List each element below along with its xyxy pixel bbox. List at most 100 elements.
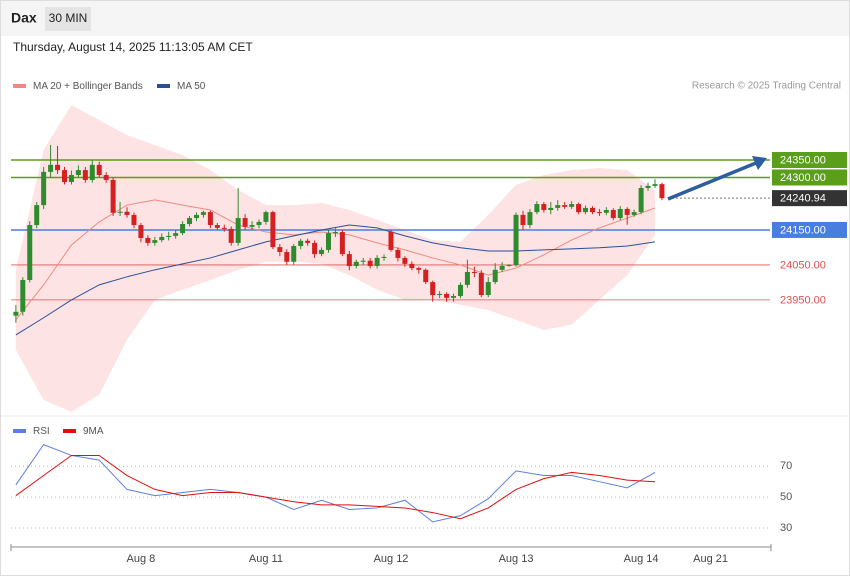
candle-body <box>68 175 74 183</box>
price-panel: 24350.00 24300.00 24240.94 24150.00 24050.00… <box>11 81 847 412</box>
candle-body <box>402 257 408 264</box>
legend-swatch <box>63 429 76 433</box>
candle-body <box>173 233 179 236</box>
candle-body <box>187 218 193 225</box>
candle-body <box>131 214 137 226</box>
candle-body <box>562 205 568 207</box>
candle-body <box>360 260 366 262</box>
interval[interactable]: 30 MIN <box>49 11 88 25</box>
candle-body <box>117 211 123 213</box>
candle-body <box>492 269 498 283</box>
level-label-box <box>772 151 847 168</box>
candle-body <box>485 282 491 296</box>
candle-body <box>513 214 519 265</box>
candle-body <box>541 204 547 211</box>
candle-body <box>55 164 61 171</box>
candle-body <box>444 293 450 298</box>
candle-body <box>48 164 54 172</box>
candle-body <box>346 254 352 266</box>
x-tick-label: Aug 12 <box>374 553 409 565</box>
candle-body <box>339 232 345 255</box>
level-label-box <box>772 190 847 207</box>
level-label-box <box>772 169 847 186</box>
legend-label: 9MA <box>83 426 104 437</box>
candle-body <box>430 282 436 296</box>
rsi-line <box>15 454 656 520</box>
candle-body <box>166 235 172 237</box>
candle-body <box>610 210 616 219</box>
date: Thursday, August 14, 2025 11:13:05 AM CE… <box>13 40 253 54</box>
legend-swatch <box>157 84 170 88</box>
candle-body <box>138 225 144 238</box>
candle-body <box>499 265 505 270</box>
candle-body <box>13 311 19 316</box>
rsi-panel: 30 50 70 RSI 9MA Aug 8 Aug 11 Aug 12 Aug 13 Aug 1… <box>10 426 792 565</box>
header-bar <box>1 1 849 36</box>
y-tick-label: 70 <box>780 460 792 472</box>
level-label: 24300.00 <box>780 172 826 184</box>
candle-body <box>221 227 227 229</box>
candle-body <box>388 231 394 250</box>
interval-box[interactable] <box>45 7 91 31</box>
candle-body <box>583 207 589 213</box>
candle-body <box>41 171 47 206</box>
x-tick-label: Aug 14 <box>624 553 659 565</box>
level-label: 23950.00 <box>780 294 826 306</box>
level-label: 24350.00 <box>780 154 826 166</box>
candle-body <box>617 208 623 219</box>
candle-body <box>207 212 213 226</box>
candle-body <box>89 164 95 180</box>
legend-label: MA 50 <box>177 81 206 92</box>
candle-body <box>534 204 540 213</box>
candle-body <box>589 207 595 213</box>
candle-body <box>353 261 359 266</box>
candle-body <box>263 212 269 222</box>
legend-label: RSI <box>33 426 50 437</box>
candle-body <box>152 240 158 243</box>
candle-body <box>214 225 220 228</box>
candle-body <box>576 204 582 213</box>
candle-body <box>555 205 561 208</box>
legend-swatch <box>13 429 26 433</box>
candle-body <box>298 240 304 247</box>
candle-body <box>110 179 116 213</box>
candle-body <box>471 271 477 273</box>
credit: Research © 2025 Trading Central <box>692 81 841 92</box>
candle-body <box>82 170 88 180</box>
candle-body <box>27 225 33 280</box>
candle-body <box>249 225 255 227</box>
candle-body <box>180 224 186 234</box>
forecast-arrowhead <box>752 156 767 170</box>
candle-body <box>319 249 325 255</box>
y-tick-label: 50 <box>780 491 792 503</box>
candle-body <box>624 208 630 215</box>
candle-body <box>291 246 297 262</box>
candle-body <box>437 293 443 296</box>
x-tick-label: Aug 21 <box>693 553 728 565</box>
x-tick-label: Aug 13 <box>499 553 534 565</box>
candle-body <box>645 185 651 188</box>
candle-body <box>464 271 470 285</box>
candle-body <box>228 228 234 243</box>
candle-body <box>34 205 40 226</box>
legend-swatch <box>13 84 26 88</box>
candle-body <box>124 211 130 215</box>
candle-body <box>61 170 67 183</box>
candle-body <box>159 236 165 241</box>
candle-body <box>332 232 338 234</box>
level-label-box <box>772 221 847 238</box>
y-tick-label: 30 <box>780 522 792 534</box>
candle-body <box>548 207 554 211</box>
level-label: 24150.00 <box>780 224 826 236</box>
candle-body <box>457 284 463 297</box>
candle-body <box>145 237 151 243</box>
candle-body <box>284 251 290 262</box>
forecast-arrow <box>667 161 757 201</box>
candle-body <box>381 256 387 258</box>
candle-body <box>409 263 415 269</box>
candle-body <box>103 175 109 180</box>
candle-body <box>367 260 373 266</box>
candle-body <box>75 170 81 176</box>
x-tick-label: Aug 11 <box>249 553 283 565</box>
